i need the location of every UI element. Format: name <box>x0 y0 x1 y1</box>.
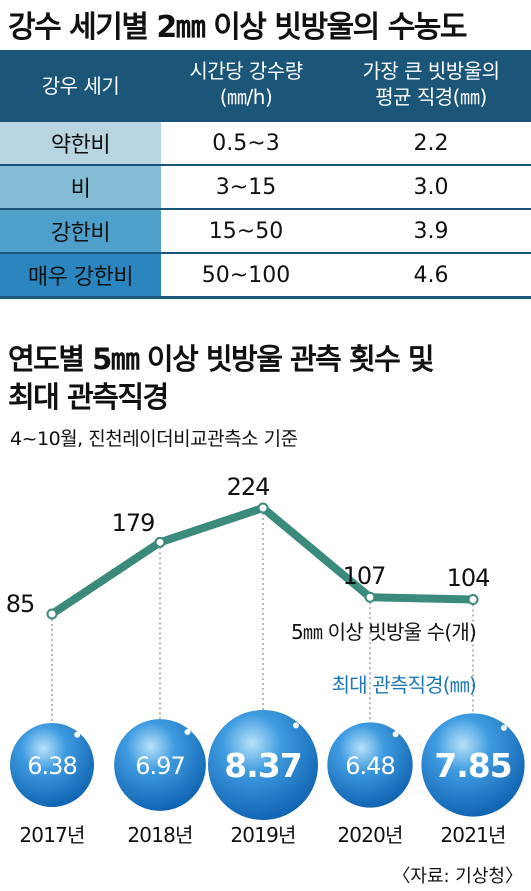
diameter-label: 6.97 <box>135 752 184 780</box>
count-point <box>364 591 376 603</box>
table-row: 매우 강한비 50~100 4.6 <box>0 254 531 299</box>
diameter-label: 8.37 <box>224 746 301 785</box>
year-tick-label: 2018년 <box>127 823 192 847</box>
bubble-highlight <box>74 731 81 738</box>
header-diameter-line2: 평균 직경(㎜) <box>375 85 487 109</box>
header-rate-line2: (㎜/h) <box>219 85 273 109</box>
table-row: 비 3~15 3.0 <box>0 166 531 210</box>
rain-intensity-table: 강우 세기 시간당 강수량 (㎜/h) 가장 큰 빗방울의 평균 직경(㎜) 약… <box>0 50 531 299</box>
intensity-cell: 강한비 <box>0 210 161 252</box>
diameter-label: 6.48 <box>345 752 394 780</box>
header-intensity-line1: 강우 세기 <box>41 74 120 98</box>
count-label: 224 <box>227 473 270 501</box>
rate-cell: 15~50 <box>208 218 284 244</box>
bubble-highlight <box>184 728 191 735</box>
series-label-count: 5㎜ 이상 빗방울 수(개) <box>291 620 476 644</box>
rate-cell: 3~15 <box>215 174 277 200</box>
count-point <box>257 502 269 514</box>
chart-title: 연도별 5㎜ 이상 빗방울 관측 횟수 및 최대 관측직경 <box>8 340 435 416</box>
count-point <box>154 536 166 548</box>
table-row: 약한비 0.5~3 2.2 <box>0 122 531 166</box>
header-diameter: 가장 큰 빗방울의 평균 직경(㎜) <box>331 58 531 110</box>
intensity-cell: 매우 강한비 <box>0 254 161 296</box>
bubble-highlight <box>500 724 507 731</box>
rate-cell: 50~100 <box>201 262 291 288</box>
bubble-highlight <box>392 731 399 738</box>
diameter-bubble <box>421 713 525 817</box>
diameter-bubble <box>10 723 94 807</box>
year-tick-label: 2020년 <box>337 823 402 847</box>
count-point <box>46 608 58 620</box>
series-label-diameter: 최대 관측직경(㎜) <box>332 673 476 697</box>
diameter-bubble <box>327 722 413 808</box>
chart-subtitle: 4~10월, 진천레이더비교관측소 기준 <box>10 428 298 450</box>
diameter-bubble <box>208 710 318 820</box>
diameter-cell: 4.6 <box>413 262 449 288</box>
chart-title-line2: 최대 관측직경 <box>8 380 169 414</box>
count-label: 107 <box>343 562 386 590</box>
intensity-cell: 비 <box>0 166 161 208</box>
header-intensity: 강우 세기 <box>0 73 161 99</box>
year-tick-label: 2019년 <box>230 823 295 847</box>
source-note: 〈자료: 기상청〉 <box>392 866 523 887</box>
diameter-label: 6.38 <box>27 752 76 780</box>
chart-title-line1: 연도별 5㎜ 이상 빗방울 관측 횟수 및 <box>8 342 435 376</box>
header-rate-line1: 시간당 강수량 <box>189 59 303 83</box>
rate-cell: 0.5~3 <box>212 130 280 156</box>
count-label: 85 <box>6 590 35 618</box>
header-diameter-line1: 가장 큰 빗방울의 <box>362 59 500 83</box>
diameter-cell: 3.9 <box>413 218 449 244</box>
table-row: 강한비 15~50 3.9 <box>0 210 531 254</box>
count-label: 104 <box>447 564 490 592</box>
table-title: 강수 세기별 2㎜ 이상 빗방울의 수농도 <box>8 10 468 45</box>
table-header: 강우 세기 시간당 강수량 (㎜/h) 가장 큰 빗방울의 평균 직경(㎜) <box>0 50 531 122</box>
year-tick-label: 2021년 <box>440 823 505 847</box>
diameter-label: 7.85 <box>434 746 511 785</box>
bubble-highlight <box>293 722 299 729</box>
table-body: 약한비 0.5~3 2.2 비 3~15 3.0 강한비 15~50 3.9 매… <box>0 122 531 299</box>
count-point <box>467 594 479 606</box>
year-tick-label: 2017년 <box>19 823 84 847</box>
diameter-cell: 2.2 <box>413 130 449 156</box>
diameter-cell: 3.0 <box>413 174 449 200</box>
diameter-bubble <box>114 719 206 811</box>
count-label: 179 <box>112 509 155 537</box>
intensity-cell: 약한비 <box>0 122 161 164</box>
header-rate: 시간당 강수량 (㎜/h) <box>161 58 331 110</box>
